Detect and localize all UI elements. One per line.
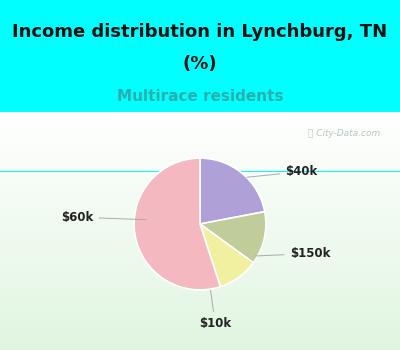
- Bar: [0, 275, 400, 279]
- Text: $10k: $10k: [199, 290, 231, 330]
- Text: (%): (%): [183, 55, 217, 74]
- Bar: [0, 199, 400, 203]
- Bar: [0, 243, 400, 247]
- Bar: [0, 211, 400, 215]
- Text: $150k: $150k: [255, 247, 330, 260]
- Bar: [0, 271, 400, 275]
- Bar: [0, 255, 400, 259]
- Bar: [0, 338, 400, 342]
- Bar: [0, 112, 400, 116]
- Bar: [0, 120, 400, 124]
- Bar: [0, 294, 400, 299]
- Bar: [0, 168, 400, 172]
- Bar: [0, 282, 400, 287]
- Bar: [0, 239, 400, 243]
- Bar: [0, 183, 400, 187]
- Bar: [0, 180, 400, 183]
- Text: Income distribution in Lynchburg, TN: Income distribution in Lynchburg, TN: [12, 23, 388, 41]
- Bar: [0, 259, 400, 263]
- Bar: [0, 334, 400, 338]
- Bar: [0, 247, 400, 251]
- Bar: [0, 128, 400, 132]
- Bar: [0, 231, 400, 235]
- Bar: [0, 140, 400, 144]
- Bar: [0, 132, 400, 136]
- Text: $40k: $40k: [247, 165, 318, 178]
- Bar: [0, 191, 400, 195]
- Bar: [0, 144, 400, 148]
- Bar: [0, 290, 400, 294]
- Wedge shape: [200, 158, 265, 224]
- Bar: [0, 251, 400, 255]
- Bar: [0, 195, 400, 199]
- Bar: [0, 160, 400, 163]
- Bar: [0, 267, 400, 271]
- Bar: [0, 346, 400, 350]
- Bar: [0, 148, 400, 152]
- Bar: [0, 306, 400, 310]
- Bar: [0, 207, 400, 211]
- Bar: [0, 330, 400, 334]
- Bar: [0, 163, 400, 168]
- Bar: [0, 318, 400, 322]
- Bar: [0, 310, 400, 314]
- Text: Multirace residents: Multirace residents: [117, 89, 283, 104]
- Bar: [0, 314, 400, 318]
- Text: ⓘ City-Data.com: ⓘ City-Data.com: [308, 129, 380, 138]
- Bar: [0, 187, 400, 191]
- Bar: [0, 219, 400, 223]
- Bar: [0, 263, 400, 267]
- Bar: [0, 175, 400, 180]
- Wedge shape: [134, 158, 220, 290]
- Bar: [0, 152, 400, 156]
- Bar: [0, 203, 400, 207]
- Wedge shape: [200, 212, 266, 263]
- Bar: [0, 227, 400, 231]
- Text: $60k: $60k: [61, 211, 146, 224]
- Bar: [0, 299, 400, 302]
- Bar: [0, 235, 400, 239]
- Bar: [0, 279, 400, 282]
- Bar: [0, 215, 400, 219]
- Bar: [0, 342, 400, 346]
- Bar: [0, 124, 400, 128]
- Bar: [0, 287, 400, 290]
- Bar: [0, 322, 400, 326]
- Bar: [0, 136, 400, 140]
- Bar: [0, 116, 400, 120]
- Bar: [0, 156, 400, 160]
- Wedge shape: [200, 224, 253, 287]
- Bar: [0, 302, 400, 306]
- Bar: [0, 223, 400, 227]
- Bar: [0, 172, 400, 175]
- Bar: [0, 326, 400, 330]
